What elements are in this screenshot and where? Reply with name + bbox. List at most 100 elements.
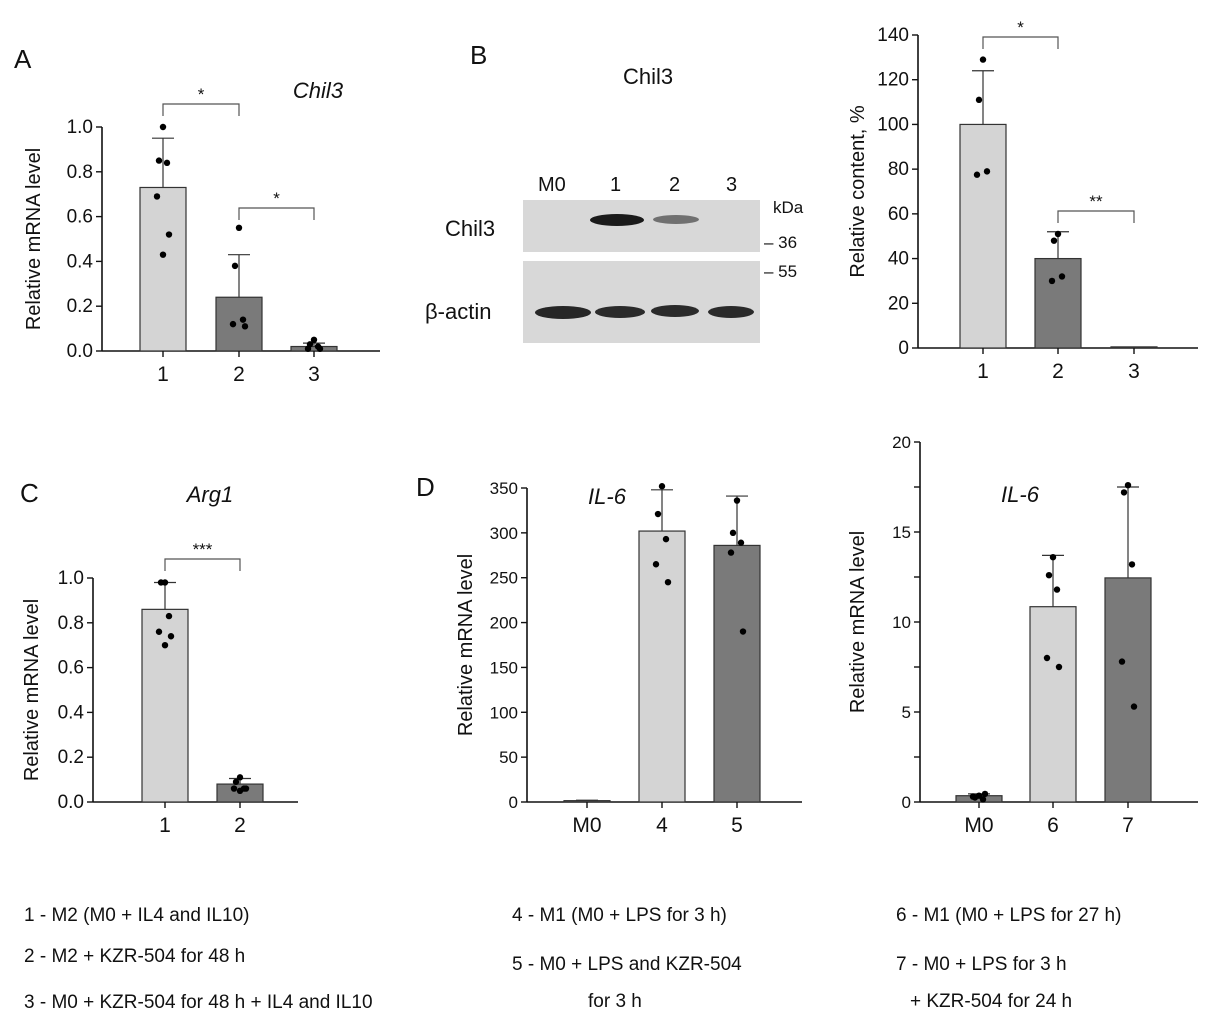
- data-point: [230, 785, 238, 792]
- data-point: [241, 323, 249, 330]
- y-tick-label: 150: [490, 658, 518, 677]
- data-point: [310, 336, 318, 343]
- y-tick-label: 1.0: [58, 568, 84, 589]
- y-tick-label: 0.4: [67, 251, 94, 272]
- legend-item-2: 2 - M2 + KZR-504 for 48 h: [24, 946, 246, 967]
- significance-bracket: [1057, 210, 1135, 223]
- y-tick-label: 120: [877, 70, 909, 91]
- blot-title: Chil3: [623, 64, 674, 89]
- panel-label-b: B: [470, 40, 488, 70]
- y-tick-label: 1.0: [67, 117, 93, 138]
- data-point: [1120, 489, 1128, 496]
- bar-2: [1034, 257, 1082, 349]
- bar-1: [141, 608, 189, 803]
- marker-55: – 55: [764, 262, 798, 281]
- y-tick-label: 0.2: [67, 296, 93, 317]
- data-point: [979, 56, 987, 63]
- legend-item-7: 7 - M0 + LPS for 3 h: [896, 954, 1067, 975]
- y-tick-label: 10: [892, 613, 911, 632]
- data-point: [1045, 572, 1053, 579]
- data-point: [304, 345, 312, 352]
- y-tick-label: 140: [877, 25, 909, 46]
- significance-bracket: [162, 103, 240, 116]
- bar-3: [290, 345, 338, 352]
- band-actin-lane3: [708, 306, 754, 318]
- row-label-actin: β-actin: [425, 299, 492, 324]
- chart-d-il6-27h: 0 5 10 15 20 Relative mRNA level M0 6 7 IL-6: [847, 433, 1198, 837]
- x-tick-label: 1: [157, 363, 169, 386]
- data-point: [1055, 663, 1063, 671]
- y-axis-label: Relative content, %: [847, 105, 869, 278]
- data-point: [229, 320, 237, 328]
- y-tick-label: 350: [490, 479, 518, 498]
- significance-bracket: [164, 558, 241, 571]
- legend-item-3: 3 - M0 + KZR-504 for 48 h + IL4 and IL10: [24, 992, 373, 1013]
- y-tick-label: 0.8: [58, 613, 84, 634]
- data-point: [733, 497, 741, 504]
- significance-label: *: [1017, 20, 1024, 37]
- y-tick-label: 40: [888, 249, 909, 270]
- y-tick-label: 0.0: [67, 341, 93, 362]
- y-axis-label: Relative mRNA level: [847, 531, 869, 713]
- data-point: [973, 171, 981, 178]
- data-point: [654, 510, 662, 518]
- y-tick-label: 60: [888, 204, 909, 225]
- bar-5: [713, 544, 761, 803]
- data-point: [236, 787, 244, 794]
- data-point: [1118, 658, 1126, 665]
- data-point: [729, 529, 737, 537]
- data-point: [981, 790, 989, 798]
- panel-label-c: C: [20, 478, 39, 508]
- data-point: [159, 251, 167, 258]
- data-point: [1058, 273, 1066, 280]
- data-point: [153, 193, 161, 200]
- x-tick-label: 2: [1052, 360, 1064, 383]
- significance-label: *: [198, 85, 205, 104]
- data-point: [232, 778, 240, 786]
- data-point: [231, 262, 239, 270]
- y-tick-label: 5: [902, 703, 911, 722]
- y-tick-label: 80: [888, 159, 909, 180]
- data-point: [242, 785, 250, 792]
- x-tick-label: 1: [159, 814, 171, 837]
- data-point: [1053, 586, 1061, 593]
- data-point: [1050, 237, 1058, 244]
- data-point: [159, 123, 167, 131]
- x-tick-label: 2: [233, 363, 245, 386]
- y-tick-label: 100: [490, 703, 518, 722]
- y-tick-label: 15: [892, 523, 911, 542]
- data-point: [652, 561, 660, 568]
- data-point: [969, 793, 977, 800]
- y-tick-label: 0.6: [67, 207, 93, 228]
- data-point: [163, 159, 171, 167]
- chart-b-chil3-content: 0 20 40 60 80 100 120 140 Relative content, % 1 2 3…: [847, 20, 1198, 383]
- data-point: [235, 224, 243, 231]
- legend-item-6: 6 - M1 (M0 + LPS for 27 h): [896, 905, 1122, 926]
- y-tick-label: 0.8: [67, 162, 93, 183]
- data-point: [1043, 654, 1051, 662]
- band-actin-lane1: [595, 306, 645, 318]
- x-tick-label: 5: [731, 814, 743, 837]
- x-tick-label: 3: [1128, 360, 1140, 383]
- lane-label-2: 2: [669, 174, 681, 196]
- x-tick-label: 4: [656, 814, 668, 837]
- x-tick-label: 1: [977, 360, 989, 383]
- data-point: [658, 483, 666, 490]
- lane-label-3: 3: [726, 174, 738, 196]
- bar-3: [1110, 346, 1158, 349]
- data-point: [165, 612, 173, 620]
- data-point: [155, 628, 163, 635]
- significance-label: *: [273, 189, 280, 208]
- legend-item-5-cont: for 3 h: [588, 991, 642, 1012]
- bar-6: [1029, 606, 1077, 803]
- band-chil3-lane2: [653, 215, 699, 224]
- x-tick-label: M0: [964, 814, 993, 837]
- data-point: [1124, 482, 1132, 489]
- data-point: [979, 796, 987, 803]
- x-tick-label: 2: [234, 814, 246, 837]
- significance-label: **: [1089, 192, 1103, 211]
- bar-2: [215, 296, 263, 352]
- data-point: [165, 231, 173, 238]
- data-point: [157, 579, 165, 586]
- bar-1: [959, 123, 1007, 349]
